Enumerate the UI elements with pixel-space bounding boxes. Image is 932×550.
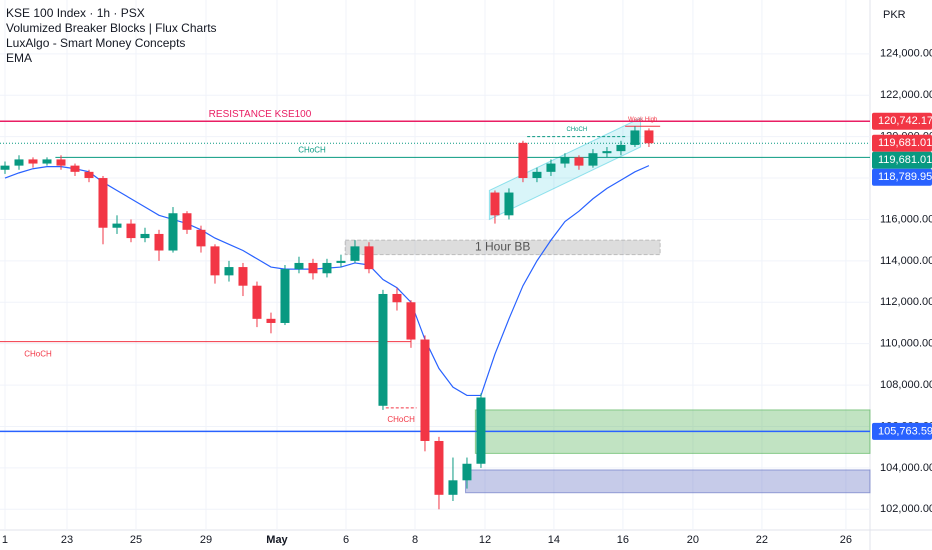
candle-body (532, 171, 542, 179)
candle-body (308, 262, 318, 274)
y-tick-label: 110,000.00 (880, 338, 932, 350)
price-tag (872, 151, 932, 169)
candle-body (378, 293, 388, 406)
price-tag-label: 120,742.17 (878, 115, 932, 127)
candle-body (336, 260, 346, 263)
candle-body (56, 159, 66, 166)
candle-body (630, 130, 640, 145)
zone-label: 1 Hour BB (475, 240, 530, 254)
candle-body (322, 262, 332, 274)
candle-body (140, 233, 150, 239)
price-tag-label: 118,789.95 (878, 171, 932, 183)
candle-body (560, 157, 570, 164)
grid (0, 0, 870, 530)
y-tick-label: 122,000.00 (880, 89, 932, 101)
candle-body (546, 163, 556, 172)
candle-body (112, 223, 122, 228)
indicator-name: LuxAlgo - Smart Money Concepts (6, 36, 185, 50)
candle-body (266, 318, 276, 323)
zone (465, 469, 871, 494)
y-tick-label: 102,000.00 (880, 503, 932, 515)
x-tick-label: 8 (412, 534, 418, 546)
candle-body (490, 192, 500, 216)
candle-body (42, 159, 52, 164)
x-tick-label: 14 (548, 534, 560, 546)
x-tick-label: 20 (687, 534, 699, 546)
price-tag (872, 422, 932, 440)
candle-body (462, 463, 472, 481)
candle-body (574, 157, 584, 166)
level-label: CHoCH (298, 145, 326, 154)
x-tick-label: 23 (61, 534, 73, 546)
candle-body (252, 285, 262, 319)
y-tick-label: 116,000.00 (880, 213, 932, 225)
axis: 102,000.00104,000.00106,000.00108,000.00… (2, 48, 932, 546)
candle-body (434, 440, 444, 495)
candle-body (644, 130, 654, 144)
candle-body (14, 159, 24, 166)
candle-body (350, 246, 360, 261)
indicator-name: Volumized Breaker Blocks | Flux Charts (6, 21, 217, 35)
price-tag-label: 105,763.59 (878, 425, 932, 437)
price-tag (872, 168, 932, 186)
y-tick-label: 108,000.00 (880, 379, 932, 391)
x-tick-label: 6 (343, 534, 349, 546)
candle-body (504, 192, 514, 216)
candle-body (196, 229, 206, 247)
candle-body (518, 142, 528, 179)
level-label: RESISTANCE KSE100 (209, 109, 312, 120)
candle-body (98, 178, 108, 228)
candle-body (154, 233, 164, 251)
candle-body (238, 267, 248, 286)
x-tick-label: May (266, 534, 288, 546)
price-tag-label: 119,681.01 (878, 137, 932, 149)
candle-body (168, 213, 178, 251)
x-tick-label: 16 (617, 534, 629, 546)
y-tick-label: 124,000.00 (880, 48, 932, 60)
candle-body (406, 302, 416, 340)
x-tick-label: 26 (840, 534, 852, 546)
y-tick-label: 114,000.00 (880, 255, 932, 267)
candle-body (182, 213, 192, 230)
candle-body (280, 269, 290, 323)
candle-body (602, 151, 612, 154)
x-tick-label: 1 (2, 534, 8, 546)
candle-body (392, 293, 402, 303)
chart-title: KSE 100 Index · 1h · PSX (6, 6, 145, 20)
level-label: CHoCH (24, 350, 52, 359)
level-label: Weak High (628, 117, 657, 123)
candle-body (476, 397, 486, 464)
candle-body (84, 171, 94, 179)
x-tick-label: 25 (130, 534, 142, 546)
price-tag (872, 112, 932, 130)
candle-body (420, 339, 430, 441)
zone (344, 239, 661, 256)
x-tick-label: 12 (479, 534, 491, 546)
candle-body (448, 480, 458, 495)
price-tag (872, 134, 932, 152)
x-tick-label: 22 (756, 534, 768, 546)
candle-body (28, 159, 38, 164)
channel (488, 117, 642, 221)
candle-body (210, 246, 220, 276)
y-tick-label: 104,000.00 (880, 462, 932, 474)
candle-body (294, 262, 304, 270)
candle-body (126, 223, 136, 239)
y-tick-label: 112,000.00 (880, 296, 932, 308)
x-tick-label: 29 (200, 534, 212, 546)
price-tag-label: 119,681.01 (878, 154, 932, 166)
level-label: CHoCH (567, 127, 588, 133)
candle-body (224, 267, 234, 276)
candles (0, 126, 654, 510)
level-label: CHoCH (387, 415, 415, 424)
candle-body (364, 246, 374, 270)
candle-body (0, 165, 10, 170)
currency: PKR (883, 9, 906, 21)
candle-body (588, 153, 598, 166)
indicator-name: EMA (6, 51, 32, 65)
candle-body (70, 165, 80, 172)
candle-body (616, 144, 626, 152)
